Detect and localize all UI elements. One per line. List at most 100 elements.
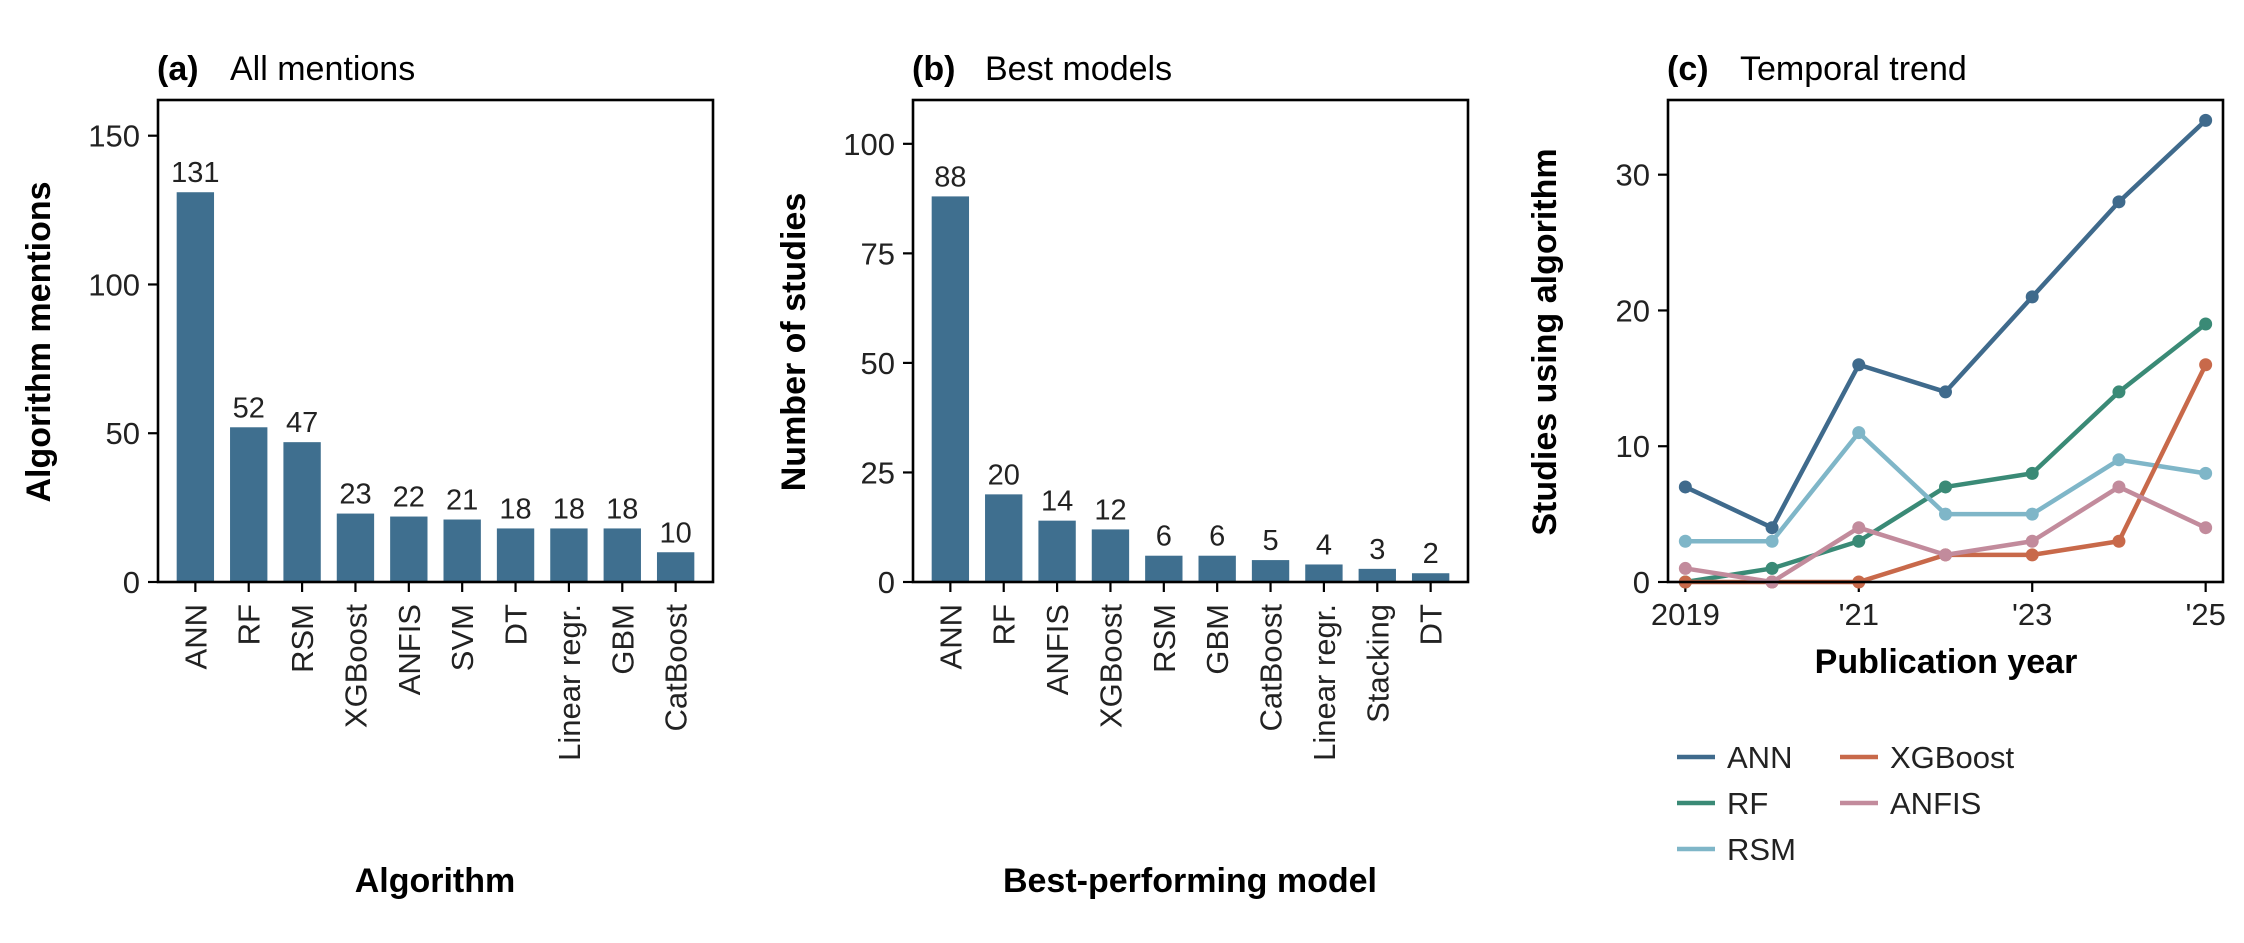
panel-a-value-label-0: 131: [171, 157, 219, 189]
panel-b-value-label-1: 20: [988, 459, 1020, 491]
panel-c-legend: ANN XGBoost RF ANFIS RSM: [1677, 740, 2014, 867]
panel-a-value-label-3: 23: [339, 479, 371, 511]
panel-a-bar-2: [283, 442, 321, 582]
panel-c-x-tick-label-2: '23: [2012, 597, 2052, 632]
panel-b-bar-1: [985, 494, 1023, 582]
panel-b-y-tick-label-0: 0: [878, 565, 895, 600]
panel-b-y-tick-label-2: 50: [861, 346, 895, 381]
panel-a-x-tick-label-8: GBM: [605, 604, 640, 675]
panel-b-bar-4: [1145, 555, 1183, 582]
panel-a-value-label-9: 10: [660, 517, 692, 549]
series-point-rf-2021: [1852, 534, 1866, 548]
series-point-ann-2021: [1852, 358, 1866, 372]
panel-b-x-ticks: ANN RF ANFIS XGBoost RSM GBM CatBoost Linear re…: [933, 582, 1449, 761]
legend-label-anfis: ANFIS: [1890, 786, 1981, 821]
panel-c-y-tick-label-3: 30: [1616, 158, 1650, 193]
panel-b-x-tick-label-9: DT: [1414, 604, 1449, 645]
panel-a-y-tick-label-2: 100: [88, 267, 140, 302]
panel-b-y-ticks: 0 25 50 75 100: [843, 127, 913, 600]
panel-b-x-tick-label-6: CatBoost: [1254, 604, 1289, 732]
panel-a-x-tick-label-6: DT: [499, 604, 534, 645]
panel-b-bar-7: [1305, 564, 1343, 582]
panel-a-letter: (a): [157, 50, 199, 88]
panel-a-bar-4: [390, 516, 428, 582]
series-point-rsm-2019: [1678, 534, 1692, 548]
panel-b-bar-3: [1091, 529, 1130, 582]
panel-a-bar-9: [656, 552, 695, 582]
panel-a-value-label-2: 47: [286, 407, 318, 439]
series-point-rf-2025: [2199, 317, 2213, 331]
panel-a-bar-8: [603, 528, 641, 582]
panel-b-y-axis-label: Number of studies: [775, 193, 813, 491]
panel-a-bar-0: [176, 192, 215, 583]
panel-a-x-tick-label-2: RSM: [285, 604, 320, 673]
series-point-anfis-2023: [2025, 534, 2039, 548]
panel-a-axes-frame: [156, 98, 715, 584]
panel-a-y-ticks: 0 50 100 150: [88, 119, 158, 600]
series-point-rsm-2023: [2025, 507, 2039, 521]
series-point-rf-2024: [2112, 385, 2126, 399]
panel-a-y-tick-label-3: 150: [88, 119, 140, 154]
panel-a-bars: [176, 192, 695, 583]
panel-a-value-label-4: 22: [393, 482, 425, 514]
series-point-ann-2020: [1765, 521, 1779, 535]
panel-b-x-tick-label-8: Stacking: [1360, 604, 1395, 723]
legend-label-rf: RF: [1727, 786, 1768, 821]
panel-a-x-tick-label-5: SVM: [445, 604, 480, 671]
panel-b-value-labels: 88 20 14 12 6 6 5 4 3 2: [934, 161, 1438, 570]
panel-c-axes-frame: [1666, 98, 2225, 584]
legend-label-ann: ANN: [1727, 740, 1792, 775]
series-point-rsm-2020: [1765, 534, 1779, 548]
panel-b-y-tick-label-1: 25: [861, 455, 895, 490]
panel-a-all-mentions: (a) All mentions Algorithm mentions Algo…: [20, 50, 715, 900]
panel-c-y-tick-label-1: 10: [1616, 429, 1650, 464]
series-point-ann-2019: [1678, 480, 1692, 494]
panel-b-value-label-8: 3: [1369, 534, 1385, 566]
panel-c-x-axis-label: Publication year: [1815, 643, 2078, 681]
panel-b-bar-5: [1198, 555, 1236, 582]
panel-a-x-axis-label: Algorithm: [355, 862, 516, 900]
panel-c-series-lines: [1678, 113, 2213, 589]
panel-b-bar-8: [1358, 568, 1396, 582]
panel-a-value-label-8: 18: [606, 493, 638, 525]
panel-b-x-tick-label-0: ANN: [933, 604, 968, 669]
series-point-xgboost-2025: [2199, 358, 2213, 372]
series-point-ann-2023: [2025, 290, 2039, 304]
series-point-anfis-2025: [2199, 521, 2213, 535]
panel-a-y-axis-label: Algorithm mentions: [20, 181, 58, 502]
panel-b-value-label-2: 14: [1041, 486, 1073, 518]
panel-c-x-tick-label-1: '21: [1839, 597, 1879, 632]
panel-b-y-tick-label-4: 100: [843, 127, 895, 162]
panel-b-y-tick-label-3: 75: [861, 236, 895, 271]
panel-c-x-ticks: 2019 '21 '23 '25: [1651, 582, 2226, 632]
panel-a-x-tick-label-4: ANFIS: [392, 604, 427, 695]
series-point-ann-2022: [1939, 385, 1952, 399]
panel-a-x-tick-label-0: ANN: [178, 604, 213, 669]
series-point-anfis-2022: [1939, 548, 1952, 562]
series-point-ann-2024: [2112, 195, 2126, 209]
panel-b-bar-9: [1411, 573, 1450, 582]
panel-b-value-label-9: 2: [1423, 538, 1439, 570]
panel-b-value-label-3: 12: [1094, 494, 1126, 526]
series-point-rsm-2024: [2112, 453, 2126, 467]
series-point-rsm-2022: [1939, 507, 1952, 521]
panel-b-bars: [931, 196, 1450, 582]
panel-b-bar-6: [1251, 560, 1290, 582]
panel-b-x-tick-label-3: XGBoost: [1093, 604, 1128, 728]
panel-c-y-tick-label-2: 20: [1616, 293, 1650, 328]
panel-c-y-axis-label: Studies using algorithm: [1526, 148, 1564, 535]
panel-c-y-tick-label-0: 0: [1633, 565, 1650, 600]
series-point-rf-2022: [1939, 480, 1952, 494]
panel-b-x-tick-label-2: ANFIS: [1040, 604, 1075, 695]
panel-a-bar-5: [443, 519, 481, 582]
panel-b-axes-frame: [911, 98, 1470, 584]
series-point-anfis-2024: [2112, 480, 2126, 494]
panel-a-title: All mentions: [230, 50, 415, 88]
legend-label-rsm: RSM: [1727, 832, 1796, 867]
panel-a-x-tick-label-1: RF: [232, 604, 267, 645]
series-point-anfis-2021: [1852, 521, 1866, 535]
panel-a-bar-7: [550, 528, 588, 582]
panel-b-bar-0: [931, 196, 970, 582]
panel-a-y-tick-label-1: 50: [106, 416, 140, 451]
panel-a-value-label-6: 18: [499, 493, 531, 525]
